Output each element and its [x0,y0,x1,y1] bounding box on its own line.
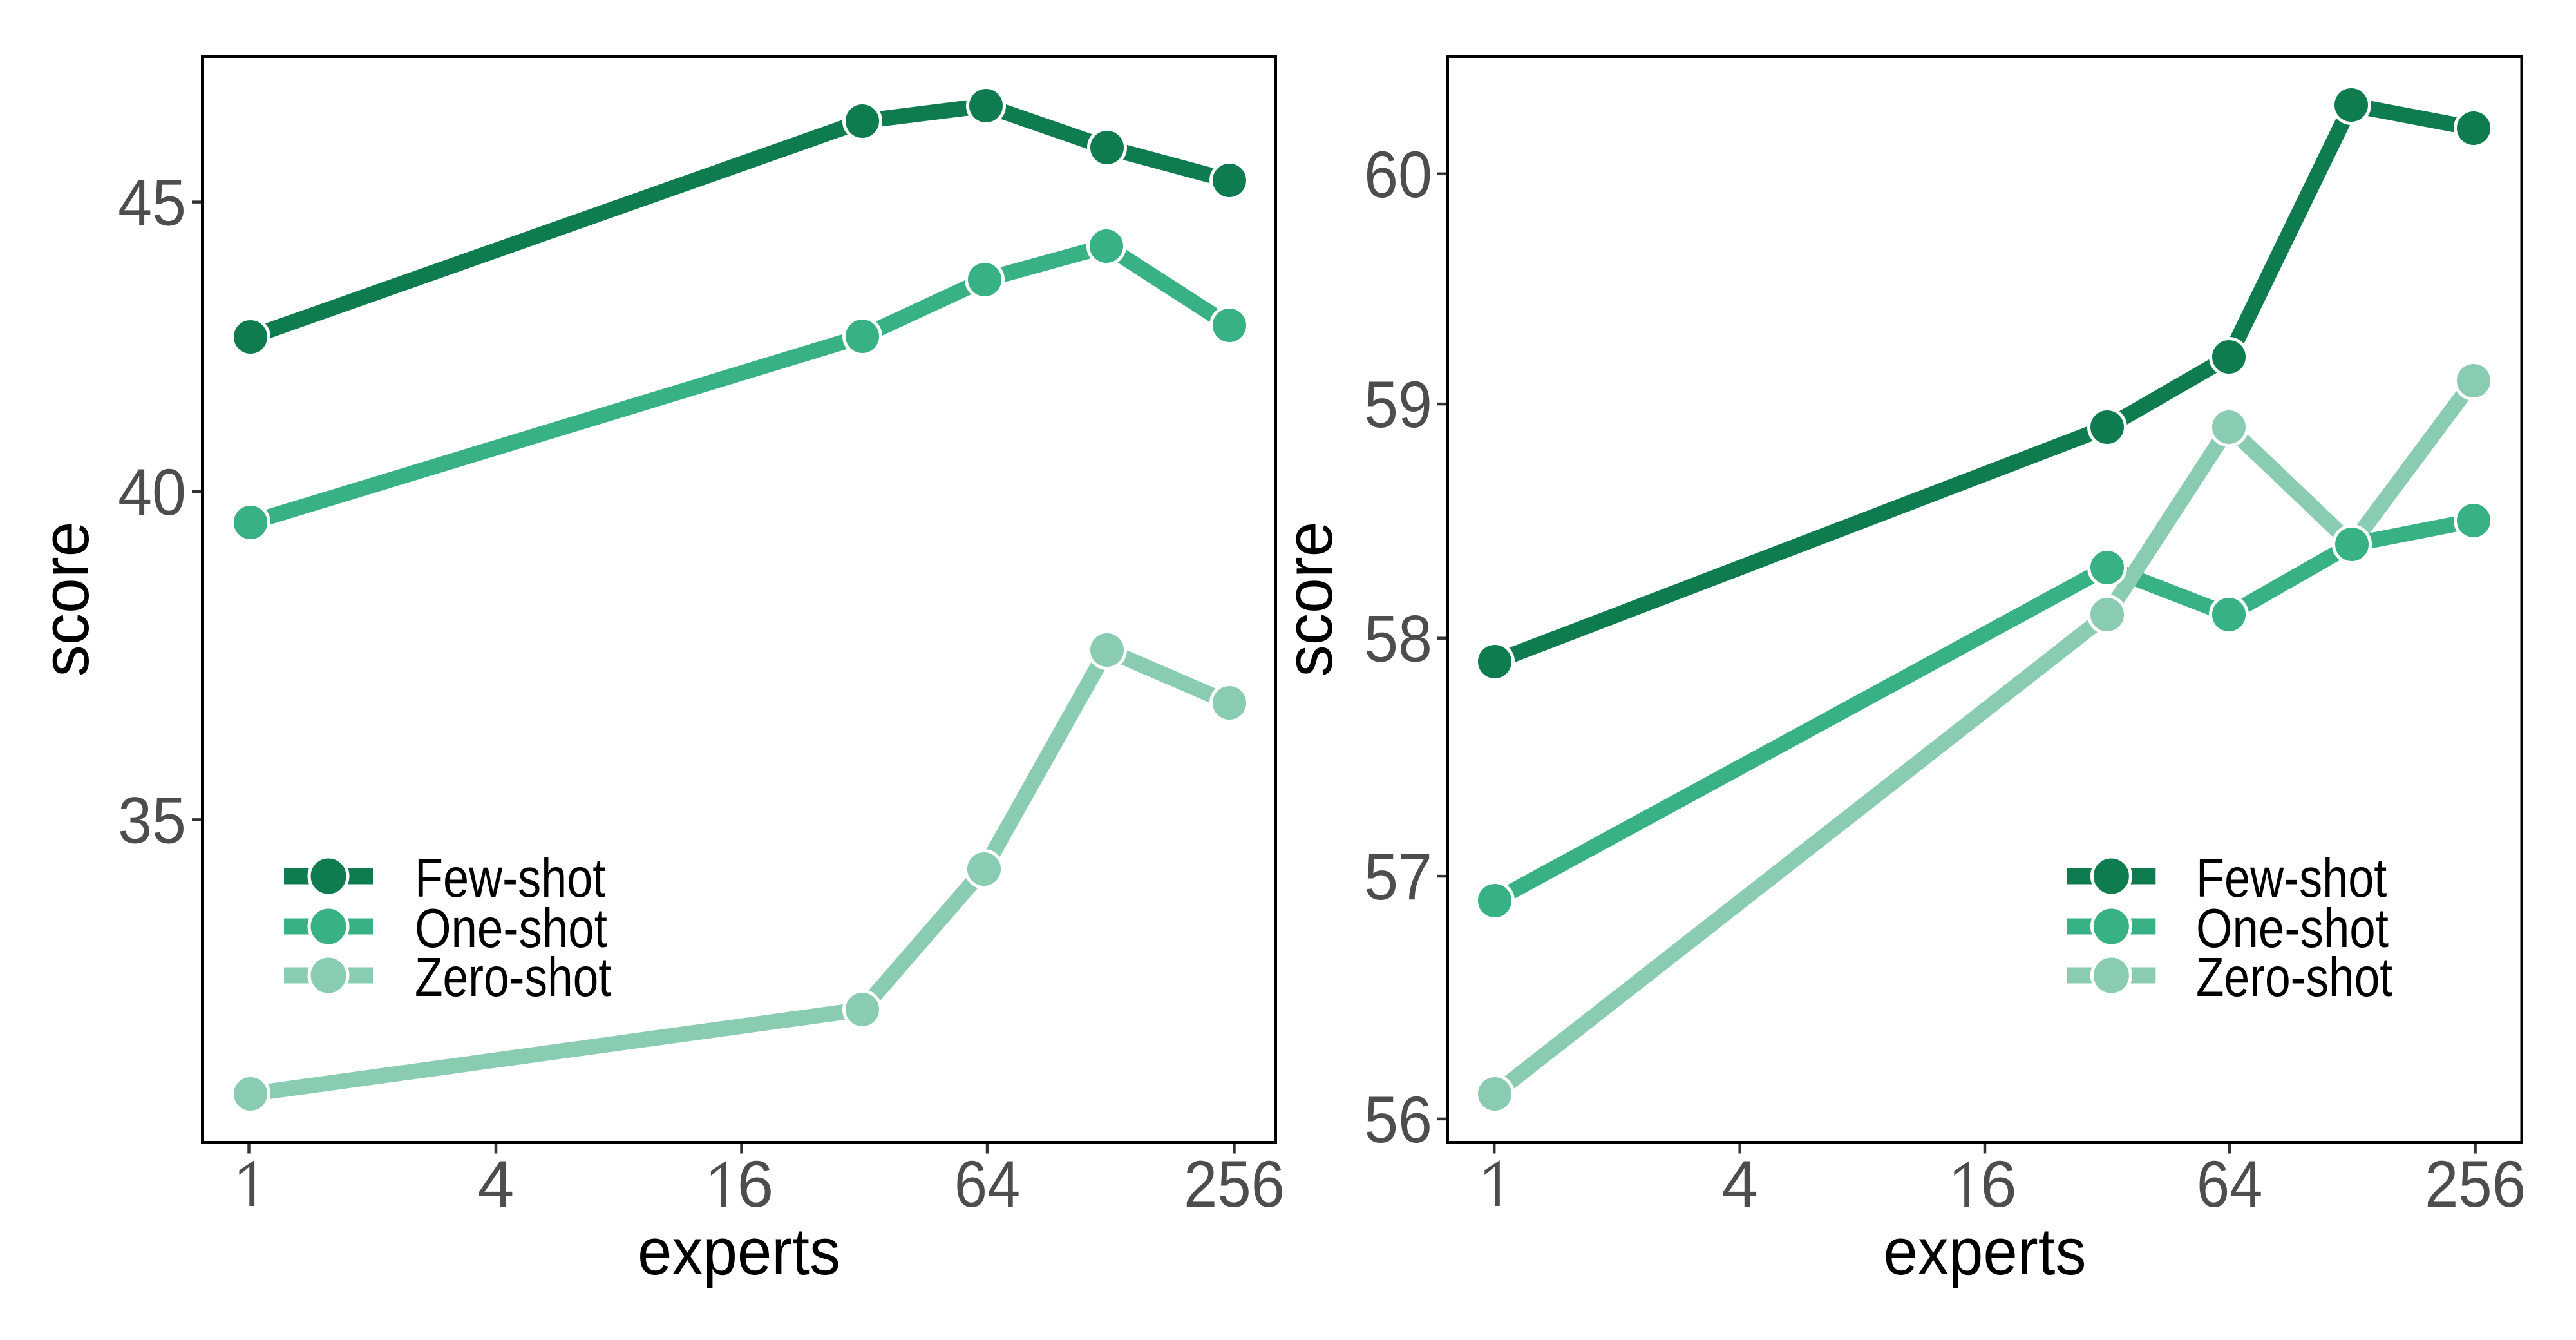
svg-text:256: 256 [1184,1147,1285,1221]
svg-text:35: 35 [118,783,186,857]
svg-text:57: 57 [1364,840,1432,914]
svg-text:Few-shot: Few-shot [2196,848,2387,909]
svg-text:64: 64 [954,1147,1021,1221]
svg-text:60: 60 [1364,138,1432,211]
svg-text:4: 4 [1721,1147,1758,1221]
svg-text:6: 6 [737,1147,774,1221]
svg-text:Zero-shot: Zero-shot [415,947,611,1008]
svg-text:64: 64 [2197,1147,2263,1221]
svg-text:56: 56 [1364,1083,1432,1156]
svg-text:experts: experts [1884,1214,2087,1288]
svg-text:Few-shot: Few-shot [415,848,605,909]
svg-text:6: 6 [1980,1147,2017,1221]
svg-text:score: score [1272,522,1346,677]
svg-text:4: 4 [478,1147,515,1221]
svg-text:One-shot: One-shot [2196,898,2389,959]
svg-text:One-shot: One-shot [415,898,607,959]
svg-text:experts: experts [638,1214,840,1288]
svg-text:Zero-shot: Zero-shot [2196,947,2392,1008]
svg-text:256: 256 [2425,1147,2526,1221]
svg-text:58: 58 [1364,602,1432,676]
svg-text:45: 45 [118,166,186,240]
svg-text:score: score [28,522,102,677]
svg-text:59: 59 [1364,368,1432,441]
svg-text:40: 40 [118,455,186,529]
